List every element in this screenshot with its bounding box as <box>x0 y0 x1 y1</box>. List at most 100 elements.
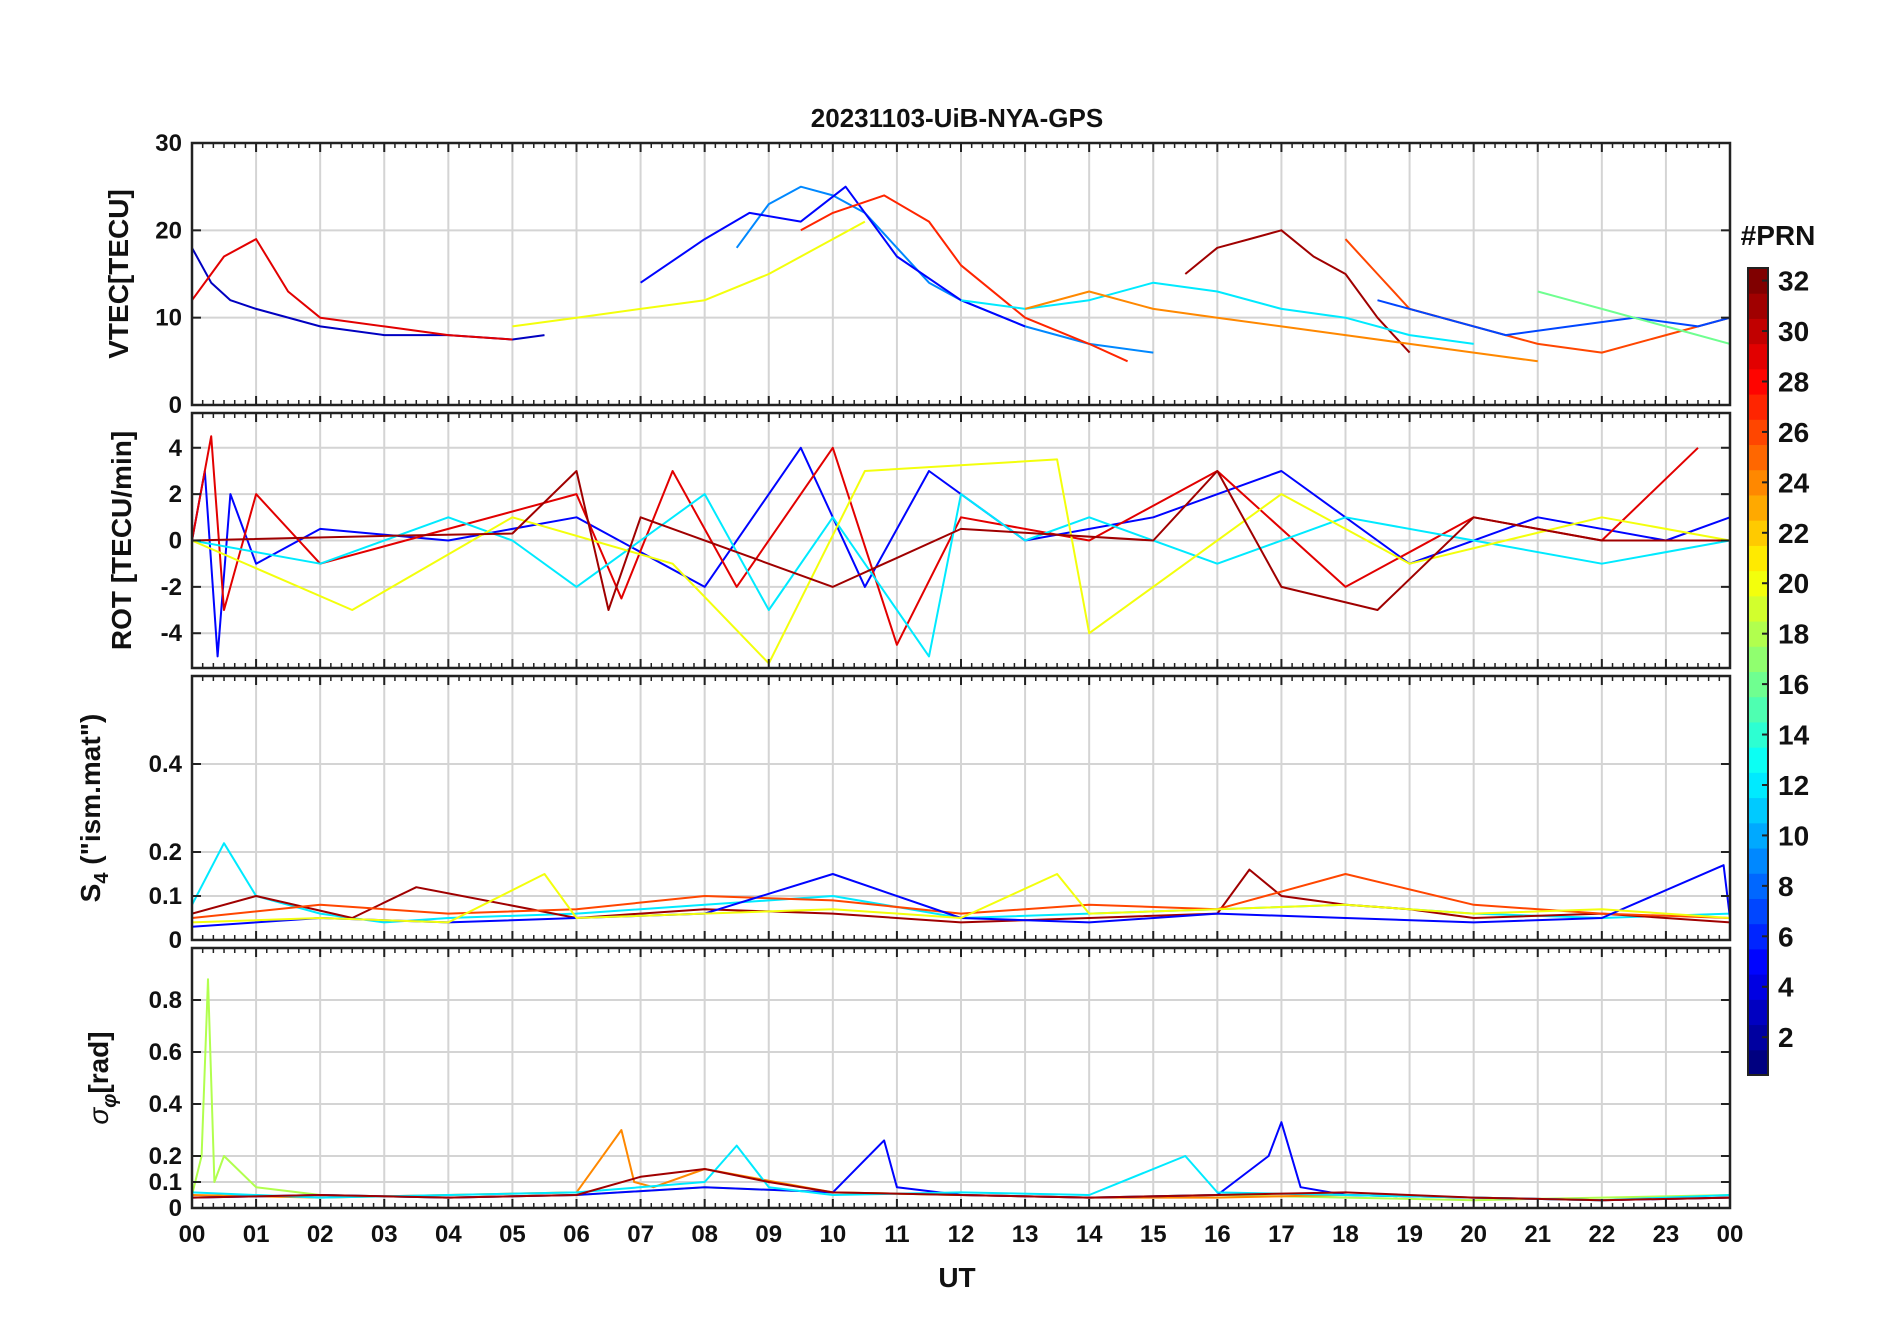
series-prn-31 <box>192 470 1730 611</box>
y-tick-label: -4 <box>161 620 183 647</box>
y-axis-label: ROT [TECU/min] <box>106 431 137 650</box>
series-prn-26 <box>192 873 1730 919</box>
x-tick-label: 19 <box>1396 1221 1423 1248</box>
panel-vtec: 0 10 20 30 VTEC[TECU] <box>103 130 1732 419</box>
colorbar-band <box>1748 268 1768 294</box>
series-prn-29 <box>192 435 1699 646</box>
colorbar-band <box>1748 343 1768 370</box>
y-tick-label: 20 <box>155 217 182 244</box>
y-tick-label: 10 <box>155 305 182 332</box>
y-tick-label: 0.4 <box>149 1091 183 1118</box>
x-tick-label: 22 <box>1588 1221 1615 1248</box>
colorbar-band <box>1748 646 1768 672</box>
colorbar-band <box>1748 520 1768 546</box>
colorbar-title: #PRN <box>1741 220 1816 251</box>
series-prn-20 <box>512 220 866 328</box>
x-tick-label: 07 <box>627 1221 654 1248</box>
y-tick-label: 0.2 <box>149 1143 182 1170</box>
colorbar-band <box>1748 696 1768 723</box>
series-prn-20 <box>192 458 1730 665</box>
colorbar-band <box>1748 1024 1768 1051</box>
colorbar-tick-label: 14 <box>1778 720 1810 751</box>
y-tick-label: 0.8 <box>149 987 182 1014</box>
panel-sigma_phi: 00.10.2 0.4 0.6 0.8 σφ[rad] <box>83 946 1732 1222</box>
y-tick-label: 4 <box>169 435 183 462</box>
y-tick-label: 30 <box>155 130 182 157</box>
x-tick-label: 06 <box>563 1221 590 1248</box>
series-group <box>192 978 1730 1202</box>
x-tick-label: 23 <box>1653 1221 1680 1248</box>
colorbar-band <box>1748 772 1768 799</box>
series-prn-12 <box>960 281 1474 345</box>
colorbar-band <box>1748 293 1768 319</box>
colorbar-band <box>1748 621 1768 647</box>
x-tick-label: 04 <box>435 1221 462 1248</box>
panel-rot: -4 -2 0 2 4 ROT [TECU/min] <box>106 411 1732 670</box>
colorbar-band <box>1748 545 1768 572</box>
colorbar-band <box>1748 394 1768 420</box>
y-tick-label: 0.4 <box>149 751 183 778</box>
colorbar-tick-label: 6 <box>1778 921 1794 952</box>
colorbar-band <box>1748 419 1768 446</box>
colorbar-band <box>1748 797 1768 824</box>
colorbar-band <box>1748 999 1768 1026</box>
series-group <box>192 435 1730 665</box>
x-tick-label: 00 <box>179 1221 206 1248</box>
x-tick-label: 00 <box>1717 1221 1744 1248</box>
y-tick-label: 0 <box>169 1195 182 1222</box>
x-tick-label: 11 <box>884 1221 909 1248</box>
y-tick-label: 0.2 <box>149 839 182 866</box>
series-prn-7 <box>1377 299 1730 337</box>
y-axis-label: S4 ("ism.mat") <box>75 714 113 903</box>
colorbar-tick-label: 20 <box>1778 568 1809 599</box>
series-prn-29 <box>192 238 513 341</box>
colorbar-band <box>1748 923 1768 950</box>
y-tick-label: 0 <box>169 392 182 419</box>
colorbar-tick-label: 4 <box>1778 972 1794 1003</box>
y-tick-label: -2 <box>161 574 182 601</box>
x-tick-label: 03 <box>371 1221 398 1248</box>
y-tick-label: 0 <box>169 528 182 555</box>
x-tick-label: 08 <box>691 1221 718 1248</box>
series-prn-31 <box>192 868 1730 924</box>
colorbar-tick-label: 24 <box>1778 467 1810 498</box>
colorbar-tick-label: 10 <box>1778 820 1809 851</box>
colorbar-tick-label: 28 <box>1778 366 1809 397</box>
series-group <box>192 842 1730 928</box>
colorbar-band <box>1748 671 1768 698</box>
colorbar-band <box>1748 721 1768 748</box>
colorbar-tick-label: 32 <box>1778 266 1809 297</box>
x-tick-label: 18 <box>1332 1221 1359 1248</box>
colorbar-tick-label: 18 <box>1778 619 1809 650</box>
colorbar-band <box>1748 318 1768 345</box>
colorbar-band <box>1748 1049 1768 1076</box>
series-prn-12 <box>192 493 1730 658</box>
colorbar-band <box>1748 898 1768 925</box>
series-prn-31 <box>192 1168 1730 1202</box>
y-tick-label: 2 <box>169 481 182 508</box>
x-tick-label: 17 <box>1268 1221 1295 1248</box>
series-prn-5 <box>192 864 1730 928</box>
panel-s4: 0 0.1 0.2 0.4 S4 ("ism.mat") <box>75 674 1732 954</box>
y-tick-label: 0.6 <box>149 1039 182 1066</box>
colorbar-frame <box>1747 267 1769 1076</box>
series-prn-24 <box>1024 290 1538 363</box>
colorbar-tick-label: 12 <box>1778 770 1809 801</box>
colorbar-tick-label: 2 <box>1778 1022 1794 1053</box>
x-axis-label: UT <box>938 1262 975 1293</box>
colorbar-band <box>1748 444 1768 471</box>
colorbar-band <box>1748 570 1768 597</box>
x-tick-label: 20 <box>1460 1221 1487 1248</box>
x-tick-label: 01 <box>243 1221 270 1248</box>
series-prn-5 <box>640 185 1026 328</box>
colorbar-tick-label: 8 <box>1778 871 1794 902</box>
x-tick-label: 13 <box>1012 1221 1039 1248</box>
figure-title: 20231103-UiB-NYA-GPS <box>811 103 1103 133</box>
series-prn-27 <box>800 194 1129 363</box>
series-prn-20 <box>192 873 1730 924</box>
colorbar-band <box>1748 873 1768 899</box>
colorbar-band <box>1748 822 1768 849</box>
colorbar-tick-label: 26 <box>1778 417 1809 448</box>
colorbar-tick-label: 22 <box>1778 518 1809 549</box>
